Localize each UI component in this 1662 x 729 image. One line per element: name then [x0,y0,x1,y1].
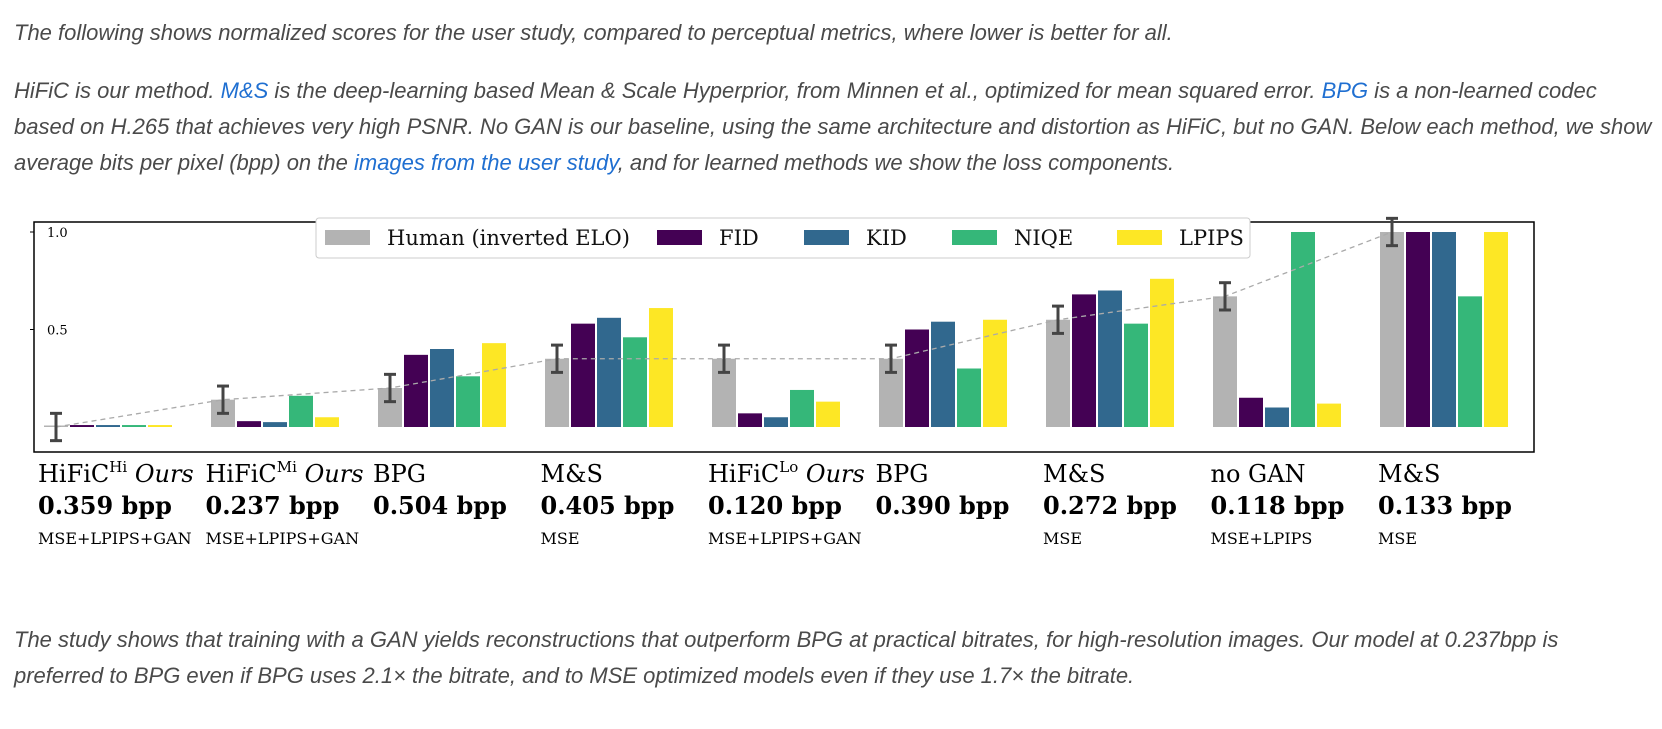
legend-label: NIQE [1014,226,1073,250]
human-trend-line [55,231,1393,428]
method-loss: MSE+LPIPS+GAN [708,529,862,548]
method-loss: MSE [541,529,580,548]
bar-fid [571,323,595,427]
method-loss: MSE+LPIPS+GAN [38,529,192,548]
bar-lpips [1484,232,1508,427]
method-name: M&S [1043,460,1105,488]
desc-part2: is the deep-learning based Mean & Scale … [268,78,1322,103]
method-bpp: 0.237 bpp [206,491,340,520]
legend-swatch [1117,230,1162,245]
bar-fid [1239,397,1263,427]
bar-niqe [122,425,146,427]
bar-human [1380,232,1404,427]
bar-fid [1406,232,1430,427]
bar-lpips [315,417,339,427]
bar-fid [237,421,261,427]
bar-kid [96,425,120,427]
desc-part1: HiFiC is our method. [14,78,221,103]
bar-kid [430,349,454,427]
bar-kid [1432,232,1456,427]
method-name: BPG [876,460,929,488]
legend-label: LPIPS [1179,226,1244,250]
legend-label: Human (inverted ELO) [387,226,630,250]
method-loss: MSE [1043,529,1082,548]
bar-niqe [289,395,313,427]
bar-fid [738,413,762,427]
legend-swatch [952,230,997,245]
y-tick-label: 0.5 [47,324,68,339]
legend-swatch [325,230,370,245]
method-loss: MSE+LPIPS [1211,529,1313,548]
bar-niqe [1291,232,1315,427]
legend-box [315,217,1251,259]
intro-text: The following shows normalized scores fo… [14,20,1173,45]
legend-swatch [657,230,702,245]
method-name: M&S [1378,460,1440,488]
legend-label: KID [866,226,907,250]
bar-lpips [148,425,172,427]
method-bpp: 0.390 bpp [876,491,1010,520]
bar-lpips [816,401,840,427]
conclusion-text: The study shows that training with a GAN… [14,627,1559,688]
bar-fid [905,329,929,427]
method-name: HiFiCHi Ours [38,458,194,488]
method-description: HiFiC is our method. M&S is the deep-lea… [14,73,1654,181]
method-name: HiFiCLo Ours [708,458,865,488]
method-bpp: 0.120 bpp [708,491,842,520]
legend-swatch [804,230,849,245]
method-bpp: 0.118 bpp [1211,491,1345,520]
bar-fid [70,425,94,427]
method-name: HiFiCMi Ours [206,458,364,488]
bar-niqe [456,376,480,427]
method-name: no GAN [1211,460,1306,488]
y-tick-label: 1.0 [47,226,68,241]
user-study-chart: 1.0 0.5 Human (inverted ELO) FID KID NIQE LPIP… [30,216,1535,548]
method-bpp: 0.272 bpp [1043,491,1177,520]
ms-link[interactable]: M&S [220,78,269,103]
bar-kid [597,317,621,427]
desc-part3: is a non-learned codec based on H.265 th… [14,78,1652,175]
method-bpp: 0.359 bpp [38,491,172,520]
bar-niqe [1124,323,1148,427]
bar-fid [404,354,428,427]
method-bpp: 0.133 bpp [1378,491,1512,520]
user-study-images-link[interactable]: images from the user study [353,150,618,175]
bar-lpips [482,343,506,427]
method-loss: MSE [1378,529,1417,548]
bar-lpips [1317,403,1341,427]
bar-niqe [623,337,647,427]
method-bpp: 0.405 bpp [541,491,675,520]
bar-niqe [1458,296,1482,427]
legend-label: FID [719,226,759,250]
bar-human [1046,319,1070,427]
bar-human [1213,296,1237,427]
desc-part4: , and for learned methods we show the lo… [617,150,1175,175]
method-name: M&S [541,460,603,488]
bar-lpips [983,319,1007,427]
method-bpp: 0.504 bpp [373,491,507,520]
bar-kid [764,417,788,427]
bar-kid [931,321,955,427]
bar-niqe [957,368,981,427]
bar-niqe [790,389,814,427]
method-name: BPG [373,460,426,488]
bar-kid [263,422,287,427]
method-loss: MSE+LPIPS+GAN [206,529,360,548]
bar-lpips [649,308,673,427]
bpg-link[interactable]: BPG [1321,78,1369,103]
bar-kid [1265,407,1289,427]
bar-lpips [1150,278,1174,427]
